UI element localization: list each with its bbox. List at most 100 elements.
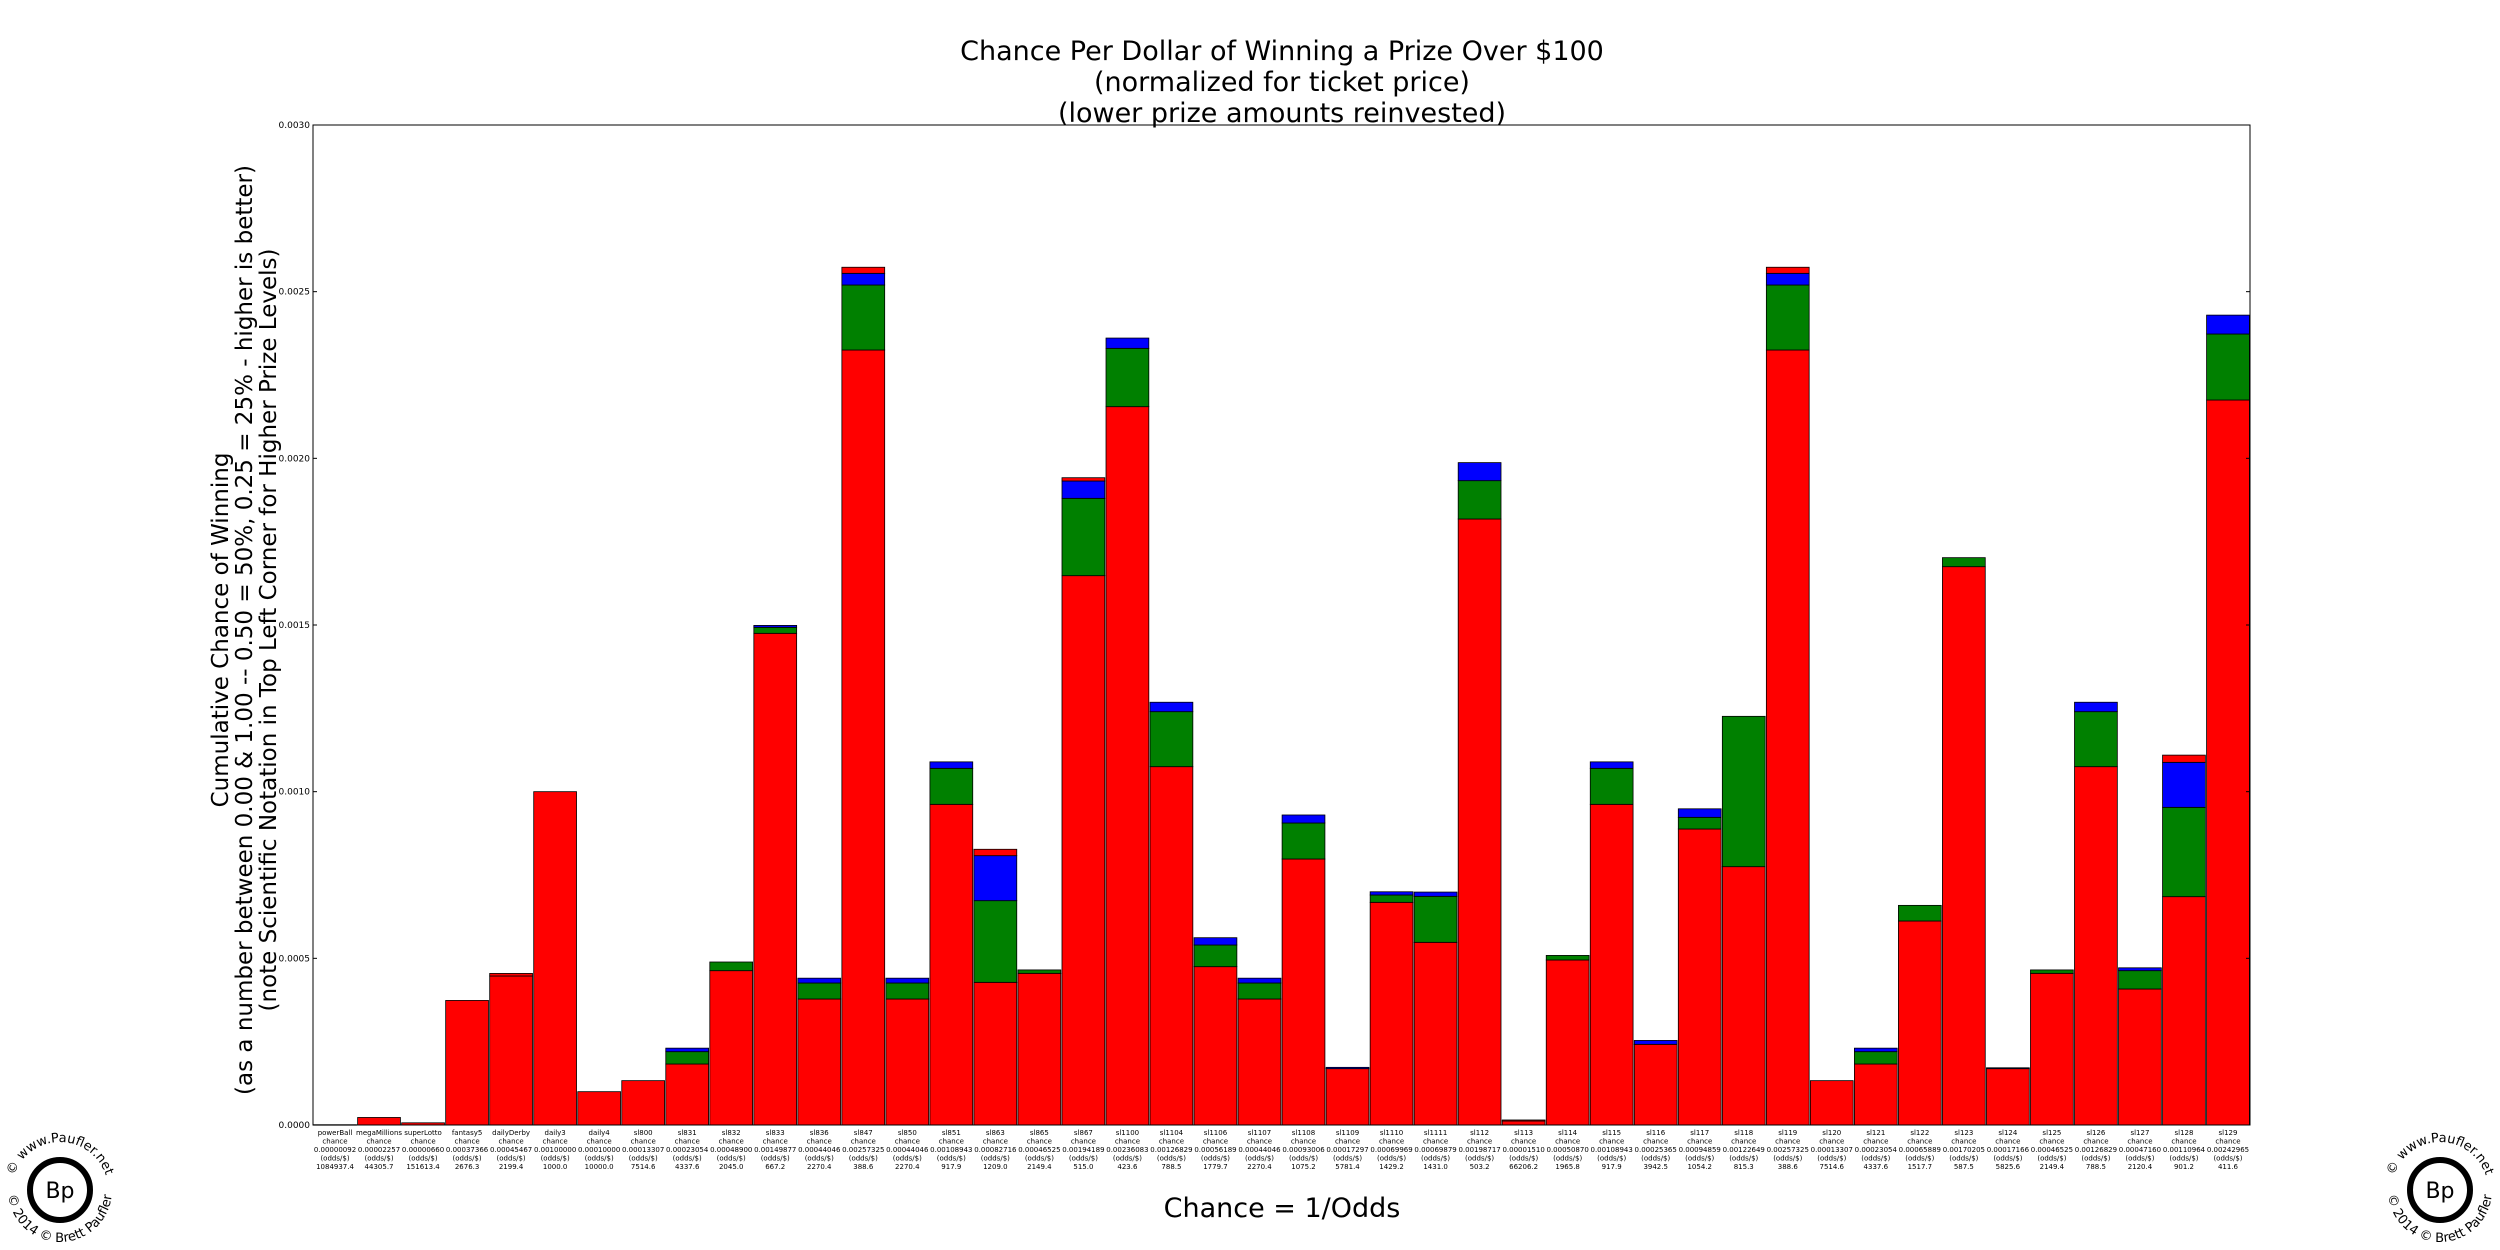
bar-segment-26-1 (1457, 480, 1502, 520)
x-tick-label-10-3: (odds/$) (761, 1155, 790, 1163)
x-tick-label-19-2: 0.00126829 (1150, 1146, 1192, 1154)
bar-segment-19-2 (1149, 701, 1194, 713)
x-tick-label-8-3: (odds/$) (673, 1155, 702, 1163)
bar-segment-11-2 (797, 977, 842, 984)
y-tick-label-3: 0.0015 (279, 621, 311, 631)
bar-segment-10-2 (753, 625, 798, 628)
x-tick-label-26-0: sl112 (1470, 1129, 1489, 1137)
watermark-right-initials: Bp (2425, 1179, 2454, 1204)
bar-segment-39-1 (2030, 969, 2074, 974)
x-tick-label-3-3: (odds/$) (453, 1155, 482, 1163)
bar-segment-22-2 (1281, 814, 1326, 824)
x-tick-label-21-3: (odds/$) (1245, 1155, 1274, 1163)
x-tick-label-10-0: sl833 (766, 1129, 785, 1137)
x-tick-label-36-2: 0.00065889 (1899, 1146, 1941, 1154)
y-axis-label-line-2: (as a number between 0.00 & 1.00 -- 0.50… (232, 165, 258, 1095)
x-tick-label-4-2: 0.00045467 (490, 1146, 532, 1154)
y-tick-label-4: 0.0020 (279, 454, 311, 464)
x-tick-label-16-0: sl865 (1030, 1129, 1049, 1137)
x-tick-label-43-3: (odds/$) (2213, 1155, 2242, 1163)
x-tick-label-36-4: 1517.7 (1908, 1163, 1933, 1171)
x-tick-label-12-4: 388.6 (853, 1163, 874, 1171)
bar-segment-33-3 (1765, 266, 1810, 274)
x-tick-label-29-3: (odds/$) (1597, 1155, 1626, 1163)
bar-segment-28-1 (1545, 955, 1590, 961)
x-tick-label-20-4: 1779.7 (1203, 1163, 1228, 1171)
x-tick-label-12-1: chance (851, 1138, 876, 1146)
x-tick-label-7-4: 7514.6 (631, 1163, 656, 1171)
bar-segment-37-1 (1942, 557, 1986, 568)
x-tick-label-23-4: 5781.4 (1335, 1163, 1360, 1171)
x-tick-label-27-1: chance (1511, 1138, 1536, 1146)
x-tick-label-13-3: (odds/$) (893, 1155, 922, 1163)
bar-segment-33-2 (1765, 272, 1810, 286)
x-tick-label-43-2: 0.00242965 (2207, 1146, 2249, 1154)
x-tick-label-0-0: powerBall (318, 1129, 353, 1137)
bar-segment-13-1 (885, 982, 930, 1000)
bar-segment-41-0 (2118, 988, 2162, 1126)
x-tick-label-38-4: 5825.6 (1996, 1163, 2021, 1171)
x-tick-label-37-2: 0.00170205 (1943, 1146, 1985, 1154)
x-tick-label-2-3: (odds/$) (409, 1155, 438, 1163)
x-tick-label-11-4: 2270.4 (807, 1163, 832, 1171)
bar-segment-13-2 (885, 977, 930, 984)
x-tick-label-1-1: chance (366, 1138, 391, 1146)
x-tick-label-17-0: sl867 (1074, 1129, 1093, 1137)
x-tick-label-9-3: (odds/$) (717, 1155, 746, 1163)
x-tick-label-18-0: sl1100 (1116, 1129, 1139, 1137)
bar-segment-12-2 (841, 272, 886, 286)
x-tick-label-5-2: 0.00100000 (534, 1146, 576, 1154)
x-tick-label-1-3: (odds/$) (364, 1155, 393, 1163)
bar-segment-32-0 (1721, 866, 1766, 1126)
bar-segment-17-2 (1061, 480, 1106, 499)
bar-segment-24-1 (1369, 894, 1414, 903)
bar-segment-42-0 (2162, 896, 2206, 1126)
bar-segment-19-1 (1149, 711, 1194, 768)
x-tick-label-31-2: 0.00094859 (1679, 1146, 1721, 1154)
bar-segment-9-0 (709, 970, 754, 1126)
bar-segment-15-1 (973, 900, 1018, 983)
x-tick-label-23-0: sl1109 (1336, 1129, 1359, 1137)
x-tick-label-26-1: chance (1467, 1138, 1492, 1146)
x-tick-label-38-1: chance (1995, 1138, 2020, 1146)
x-tick-label-7-0: sl800 (634, 1129, 653, 1137)
x-tick-label-29-0: sl115 (1602, 1129, 1621, 1137)
x-tick-label-24-1: chance (1379, 1138, 1404, 1146)
bar-segment-15-3 (973, 848, 1018, 857)
bar-segment-7-0 (621, 1080, 665, 1126)
x-tick-label-6-0: daily4 (589, 1129, 611, 1137)
x-tick-label-3-1: chance (454, 1138, 479, 1146)
x-tick-label-17-3: (odds/$) (1069, 1155, 1098, 1163)
x-tick-label-15-2: 0.00082716 (974, 1146, 1017, 1154)
bar-segment-14-1 (929, 767, 974, 805)
x-tick-label-23-2: 0.00017297 (1326, 1146, 1368, 1154)
x-tick-label-35-0: sl121 (1866, 1129, 1885, 1137)
bar-segment-14-0 (929, 803, 974, 1126)
bar-segment-16-1 (1017, 969, 1062, 974)
bar-segment-11-0 (797, 998, 842, 1126)
x-tick-label-32-2: 0.00122649 (1723, 1146, 1765, 1154)
bar-segment-30-2 (1633, 1040, 1678, 1045)
x-tick-label-30-2: 0.00025365 (1635, 1146, 1677, 1154)
x-ticks-group: powerBallchance0.00000092(odds/$)1084937… (314, 1129, 2249, 1171)
x-tick-label-22-4: 1075.2 (1291, 1163, 1316, 1171)
watermark-right: Bp © www.Paufler.net © 2014 © Brett Pauf… (2384, 1131, 2496, 1246)
x-tick-label-20-3: (odds/$) (1201, 1155, 1230, 1163)
x-tick-label-41-4: 2120.4 (2128, 1163, 2153, 1171)
x-tick-label-3-0: fantasy5 (452, 1129, 482, 1137)
x-tick-label-14-3: (odds/$) (937, 1155, 966, 1163)
bar-segment-33-0 (1765, 349, 1810, 1126)
bar-segment-22-1 (1281, 822, 1326, 860)
bar-segment-10-0 (753, 632, 798, 1126)
x-tick-label-15-1: chance (983, 1138, 1008, 1146)
x-tick-label-8-2: 0.00023054 (666, 1146, 709, 1154)
x-tick-label-11-3: (odds/$) (805, 1155, 834, 1163)
bar-segment-1-0 (357, 1117, 401, 1126)
x-tick-label-11-2: 0.00044046 (798, 1146, 841, 1154)
bar-segment-43-1 (2206, 333, 2250, 401)
bar-segment-25-0 (1413, 941, 1458, 1126)
chart-title-line-3: (lower prize amounts reinvested) (1058, 98, 1506, 129)
x-tick-label-0-1: chance (322, 1138, 347, 1146)
x-tick-label-18-2: 0.00236083 (1106, 1146, 1148, 1154)
bar-segment-30-0 (1633, 1043, 1678, 1126)
